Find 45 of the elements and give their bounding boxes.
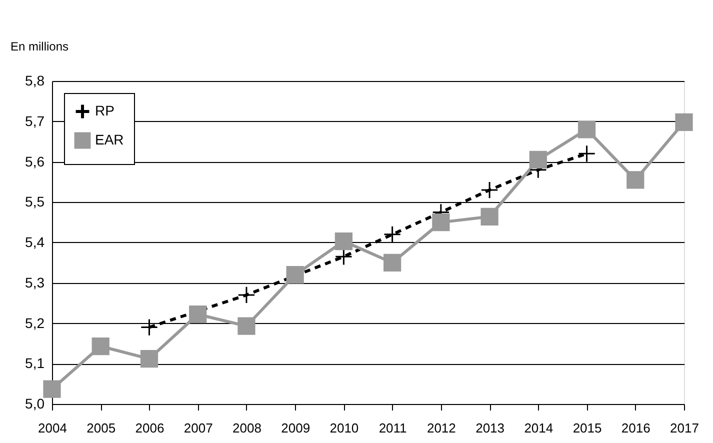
point <box>189 306 207 324</box>
point <box>238 317 256 335</box>
point <box>286 266 304 284</box>
point <box>432 214 450 232</box>
y-tick-label: 5,4 <box>25 234 45 250</box>
point <box>578 144 596 162</box>
point <box>626 171 644 189</box>
point <box>140 318 158 336</box>
x-tick-label: 2008 <box>232 420 262 436</box>
point <box>140 350 158 368</box>
legend-label: RP <box>95 102 114 118</box>
point <box>43 380 61 398</box>
x-tick-label: 2006 <box>135 420 164 436</box>
y-tick-label: 5,2 <box>25 314 45 331</box>
y-tick-label: 5,1 <box>25 355 45 372</box>
y-tick-label: 5,8 <box>25 72 45 88</box>
x-tick-label: 2011 <box>378 420 407 436</box>
x-tick-label: 2007 <box>184 420 213 436</box>
x-tick-label: 2009 <box>281 420 310 436</box>
point <box>675 113 693 131</box>
x-tick-label: 2014 <box>524 420 554 436</box>
y-tick-label: 5,0 <box>25 396 45 412</box>
x-tick-label: 2015 <box>572 420 602 436</box>
x-tick-label: 2005 <box>86 420 116 436</box>
y-tick-label: 5,6 <box>25 153 45 170</box>
y-tick-label: 5,5 <box>25 194 45 210</box>
point <box>383 226 402 244</box>
x-tick-label: 2010 <box>330 420 359 436</box>
point <box>334 232 353 250</box>
point <box>578 120 596 138</box>
point <box>92 337 110 356</box>
x-tick-label: 2012 <box>426 420 456 436</box>
legend-label: EAR <box>95 132 124 148</box>
x-tick-label: 2004 <box>38 420 67 436</box>
point <box>238 286 256 304</box>
point <box>529 150 547 169</box>
x-tick-label: 2016 <box>621 420 650 436</box>
point <box>480 208 498 226</box>
y-axis-title: En millions <box>10 40 69 54</box>
point <box>383 254 402 272</box>
x-tick-label: 2017 <box>670 420 699 436</box>
y-tick-label: 5,3 <box>25 274 45 290</box>
point <box>480 181 498 199</box>
y-tick-label: 5,7 <box>25 112 45 129</box>
x-tick-label: 2013 <box>476 420 504 436</box>
